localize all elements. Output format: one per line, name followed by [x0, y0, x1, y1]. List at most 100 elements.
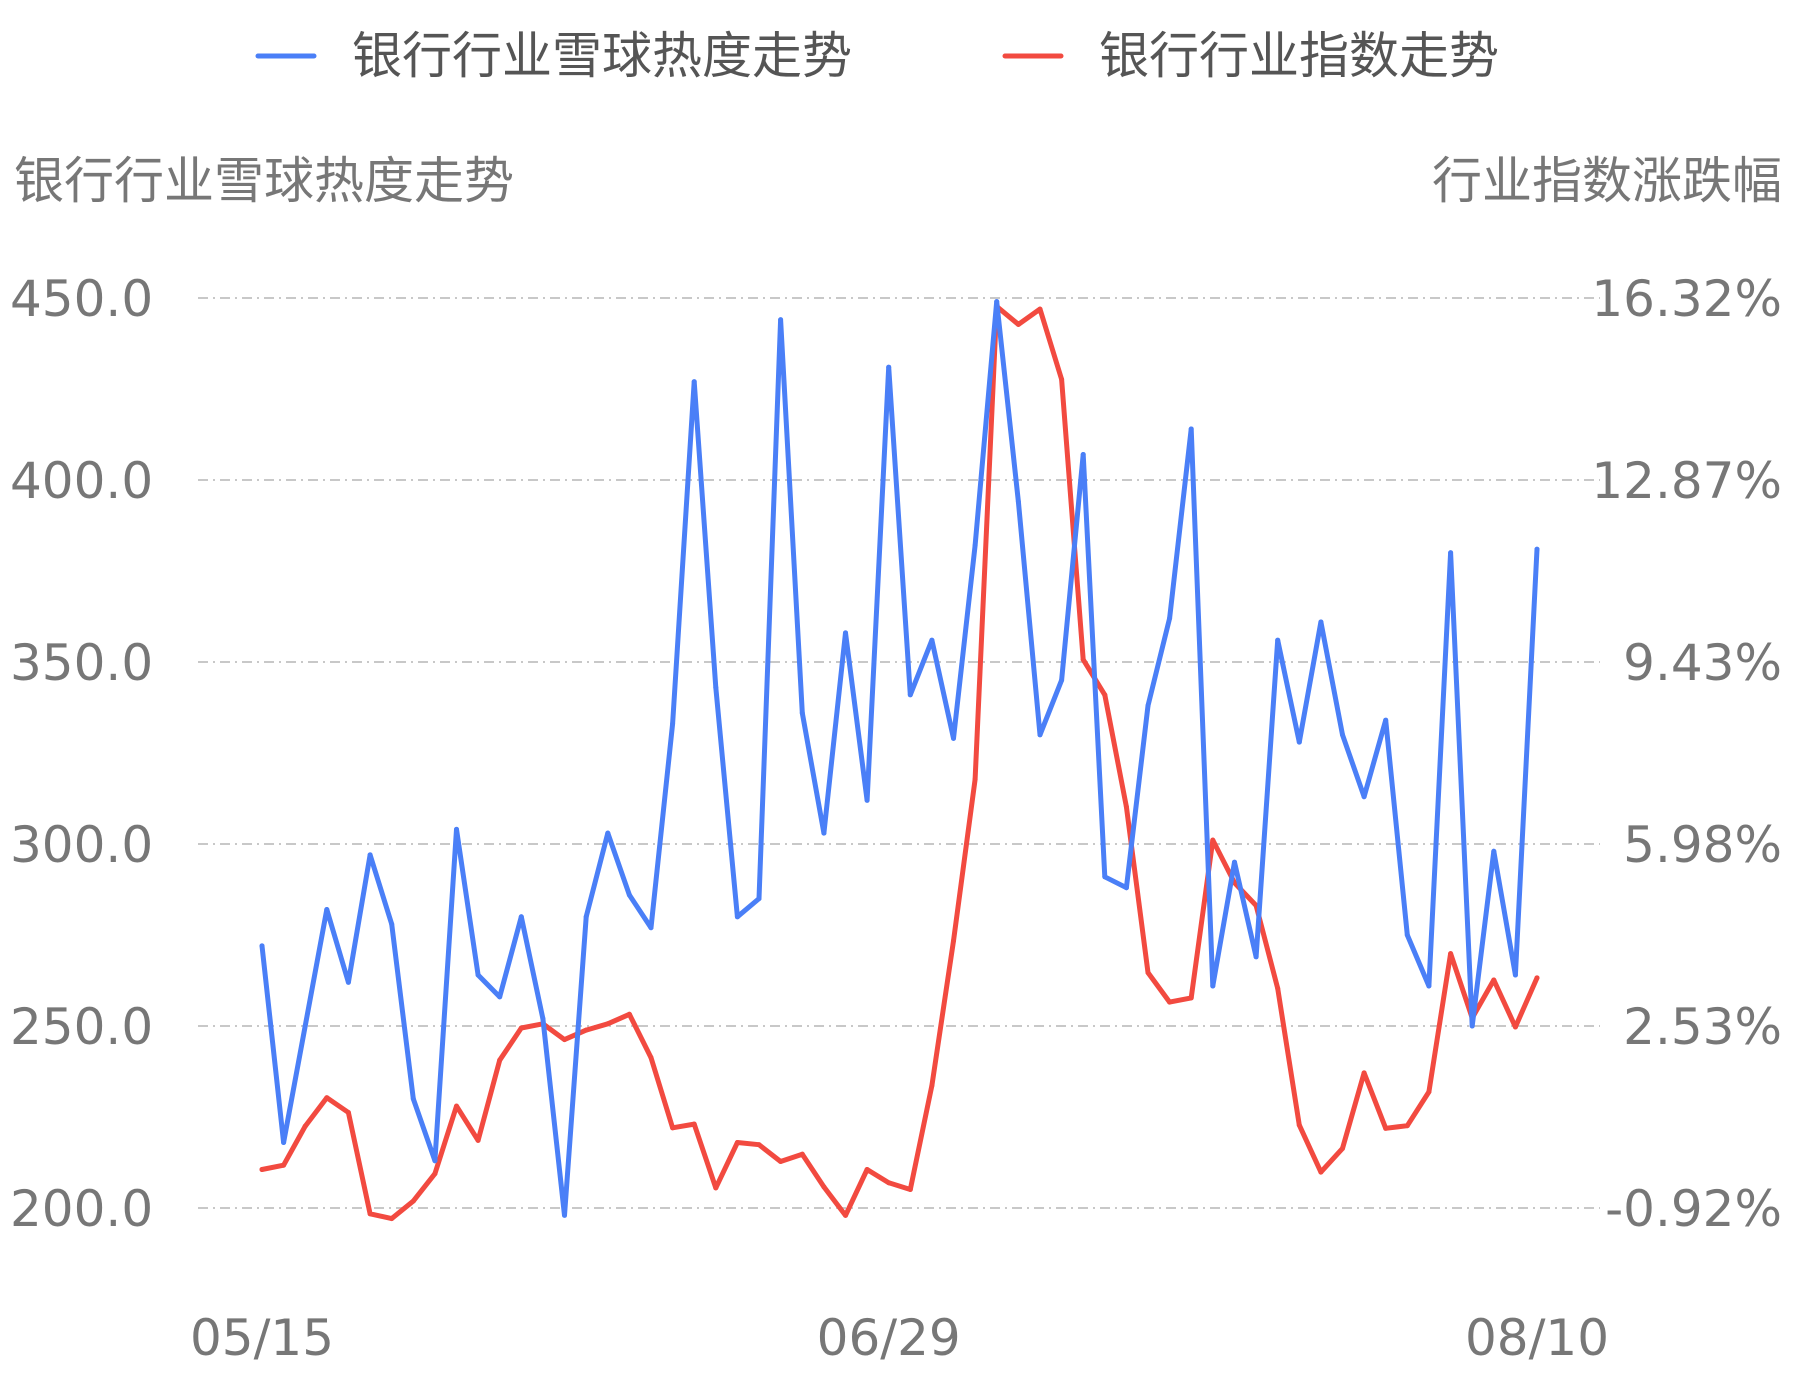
legend: 银行行业雪球热度走势 银行行业指数走势	[255, 27, 1499, 85]
data-point	[648, 1055, 654, 1061]
data-point	[1512, 972, 1518, 978]
data-point	[1534, 975, 1540, 981]
y-right-tick-label: -0.92%	[1605, 1180, 1782, 1238]
data-point	[518, 1025, 524, 1031]
data-point	[626, 892, 632, 898]
data-point	[259, 1167, 265, 1172]
data-point	[259, 943, 265, 949]
x-axis: 05/15 06/29 08/10	[190, 1309, 1609, 1367]
data-point	[1102, 692, 1108, 698]
data-point	[626, 1011, 632, 1017]
data-point	[756, 896, 762, 902]
data-point	[410, 1096, 416, 1102]
y-left-tick-label: 200.0	[10, 1180, 153, 1238]
y-left-tick-label: 450.0	[10, 270, 153, 328]
data-point	[1210, 837, 1216, 843]
data-point	[1015, 499, 1021, 505]
data-point	[951, 938, 956, 944]
data-point	[907, 1187, 913, 1192]
data-point	[324, 907, 330, 912]
data-point	[1059, 677, 1065, 683]
data-point	[1318, 619, 1324, 625]
y-right-tick-label: 9.43%	[1623, 634, 1782, 692]
data-point	[670, 721, 676, 727]
data-point	[345, 979, 351, 985]
data-point	[1383, 717, 1389, 723]
data-point	[972, 543, 978, 548]
data-point	[972, 776, 978, 782]
data-point	[1059, 376, 1065, 382]
data-point	[734, 1140, 740, 1145]
data-point	[1080, 657, 1086, 663]
data-point	[864, 1167, 870, 1172]
data-point	[432, 1171, 438, 1177]
data-point	[432, 1158, 438, 1164]
data-point	[1145, 970, 1151, 976]
data-point	[1037, 732, 1043, 738]
x-tick-label: 08/10	[1465, 1309, 1609, 1367]
data-point	[1123, 885, 1129, 891]
data-point	[367, 852, 373, 858]
legend-label-1: 银行行业雪球热度走势	[352, 27, 852, 85]
data-point	[1448, 550, 1454, 556]
data-point	[1448, 951, 1454, 957]
y-axis-right: 16.32% 12.87% 9.43% 5.98% 2.53% -0.92%	[1591, 270, 1782, 1238]
data-point	[540, 1016, 546, 1022]
y-left-tick-label: 350.0	[10, 634, 153, 692]
data-point	[605, 1021, 611, 1027]
data-point	[1037, 306, 1043, 312]
data-point	[281, 1140, 287, 1145]
data-point	[1383, 1125, 1389, 1131]
data-point	[843, 1212, 848, 1218]
y-right-tick-label: 5.98%	[1623, 816, 1782, 874]
legend-label-2: 银行行业指数走势	[1099, 27, 1499, 85]
data-point	[713, 1185, 719, 1191]
data-point	[1318, 1169, 1324, 1175]
data-point	[583, 1027, 589, 1033]
data-point	[497, 994, 503, 1000]
data-point	[994, 299, 1000, 305]
x-tick-label: 06/29	[817, 1309, 961, 1367]
series-points-1	[259, 299, 1540, 1218]
data-point	[1015, 321, 1021, 327]
data-point	[821, 1184, 827, 1190]
data-point	[734, 914, 740, 920]
data-point	[389, 1216, 395, 1222]
data-point	[951, 735, 956, 741]
data-point	[389, 921, 395, 927]
y-axis-left-title: 银行行业雪球热度走势	[14, 152, 514, 210]
data-point	[562, 1037, 567, 1043]
data-point	[1275, 985, 1281, 991]
data-point	[1080, 452, 1086, 457]
data-point	[713, 685, 719, 690]
y-right-tick-label: 2.53%	[1623, 998, 1782, 1056]
x-tick-label: 05/15	[190, 1309, 334, 1367]
y-left-tick-label: 300.0	[10, 816, 153, 874]
data-point	[864, 797, 870, 803]
data-point	[302, 1023, 308, 1029]
data-point	[1340, 1145, 1345, 1151]
data-point	[1426, 1089, 1432, 1095]
data-point	[475, 1137, 481, 1143]
data-point	[886, 1180, 892, 1186]
data-point	[475, 972, 481, 978]
data-point	[518, 914, 524, 920]
data-point	[843, 630, 848, 636]
data-point	[1123, 804, 1129, 810]
gridlines	[198, 297, 1600, 1209]
y-left-tick-label: 250.0	[10, 998, 153, 1056]
series-line-2	[259, 303, 1540, 1222]
data-point	[886, 364, 892, 370]
data-point	[670, 1125, 676, 1131]
data-point	[324, 1095, 330, 1101]
data-point	[929, 1083, 935, 1088]
series-line-1	[259, 299, 1540, 1218]
data-point	[1340, 732, 1345, 738]
data-point	[1253, 954, 1259, 960]
data-point	[1361, 794, 1367, 800]
data-point	[1534, 546, 1540, 552]
data-point	[1404, 1123, 1410, 1129]
data-point	[799, 1151, 805, 1157]
data-point	[1491, 977, 1497, 983]
